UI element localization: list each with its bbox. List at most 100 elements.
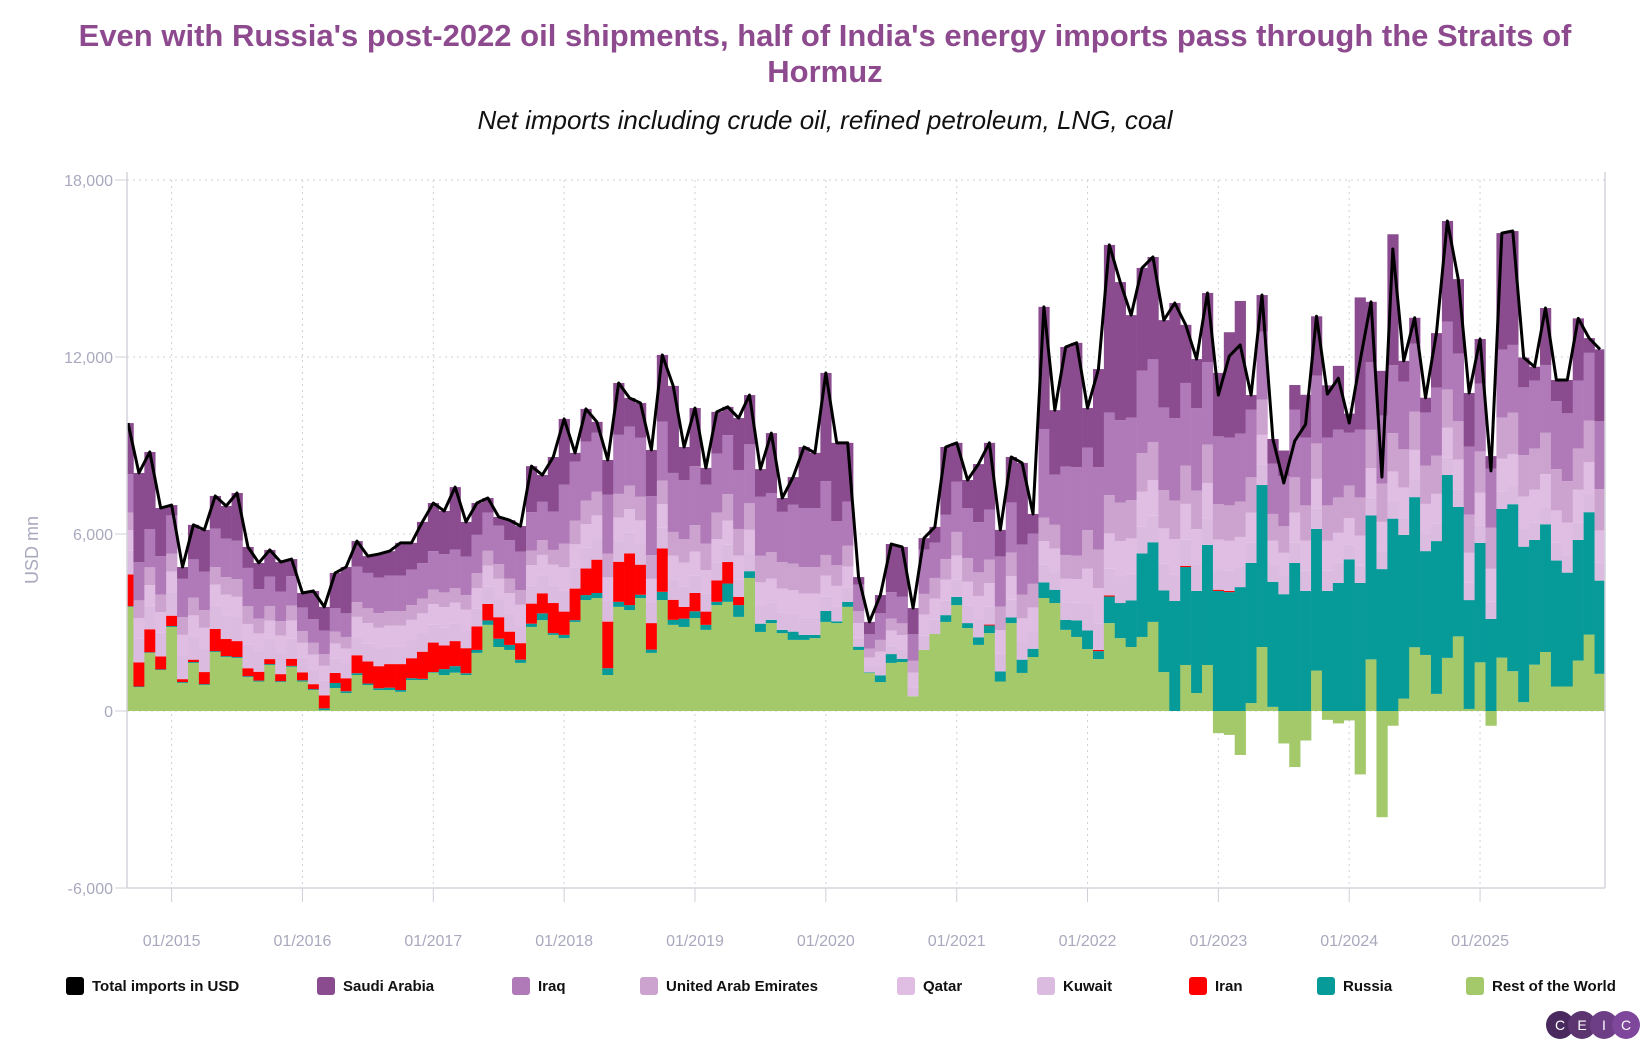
bar-qatar-2020-08 [896,635,908,650]
bar-russia-2018-06 [613,601,625,607]
bar-russia-2025-02 [1485,618,1497,711]
bar-qatar-2022-01 [1082,568,1094,604]
legend-item-rest-of-the-world[interactable]: Rest of the World [1466,977,1616,995]
bar-saudi-arabia-2023-02 [1223,332,1236,438]
bar-russia-2016-01 [297,680,309,682]
bar-kuwait-2019-12 [809,617,821,635]
bar-russia-2016-06 [351,673,363,676]
bar-united-arab-emirates-2022-05 [1125,500,1137,539]
bar-russia-2019-04 [722,583,734,602]
bar-saudi-arabia-2017-04 [460,521,472,557]
bar-kuwait-2018-07 [624,532,636,554]
bar-iraq-2022-06 [1136,370,1148,454]
bar-qatar-2025-07 [1540,474,1552,507]
bar-qatar-2019-07 [754,582,767,606]
bar-iraq-2016-06 [351,566,363,603]
bar-kuwait-2022-09 [1169,574,1181,601]
bar-iraq-2015-09 [253,589,265,619]
bar-iraq-2024-06 [1398,381,1410,450]
bar-russia-2025-07 [1540,524,1552,652]
bar-kuwait-2023-09 [1300,570,1312,591]
bar-united-arab-emirates-2015-02 [177,617,189,635]
bar-russia-2019-09 [776,629,788,634]
bar-iraq-2019-05 [733,469,745,529]
bar-qatar-2018-05 [602,577,614,601]
bar-rest-of-the-world-2025-01 [1474,662,1486,711]
bar-qatar-2023-10 [1311,478,1323,509]
bar-qatar-2016-12 [416,613,429,635]
bar-iran-2016-10 [395,664,407,691]
bar-iraq-2015-08 [242,567,254,607]
bar-iraq-2024-01 [1343,432,1355,486]
bar-kuwait-2025-11 [1583,494,1595,513]
bar-united-arab-emirates-2025-06 [1529,448,1541,490]
bar-iraq-2016-03 [318,630,331,655]
bar-saudi-arabia-2017-03 [449,487,461,550]
bar-qatar-2015-12 [286,620,298,639]
bar-qatar-2021-11 [1060,578,1072,603]
legend-item-saudi-arabia[interactable]: Saudi Arabia [317,977,434,995]
bar-saudi-arabia-2016-12 [416,521,429,564]
logo-letter: C [1612,1011,1640,1039]
bar-saudi-arabia-2024-09 [1430,333,1443,388]
bar-rest-of-the-world-2018-04 [591,598,603,711]
bar-saudi-arabia-2018-08 [635,403,647,438]
bar-saudi-arabia-2015-08 [242,546,254,568]
legend-item-kuwait[interactable]: Kuwait [1037,977,1112,995]
bar-saudi-arabia-2025-12 [1594,349,1606,422]
bar-iraq-2021-10 [1049,474,1061,525]
bar-russia-2016-09 [384,687,396,691]
bar-iraq-2025-04 [1507,344,1519,413]
bar-saudi-arabia-2021-04 [983,442,996,510]
bar-rest-of-the-world-2021-11 [1060,629,1072,711]
bar-qatar-2018-01 [558,567,570,591]
bar-united-arab-emirates-2021-09 [1038,517,1050,542]
y-tick-label: 0 [104,704,113,721]
bar-iran-2017-08 [504,631,516,645]
bar-qatar-2022-04 [1114,541,1126,577]
bar-kuwait-2024-06 [1398,517,1410,535]
bar-saudi-arabia-2019-09 [776,498,788,512]
bar-qatar-2020-04 [853,623,865,638]
bar-qatar-2017-01 [427,604,440,625]
bar-iraq-2020-02 [831,521,843,566]
legend-item-iraq[interactable]: Iraq [512,977,566,995]
bar-united-arab-emirates-2025-09 [1561,481,1574,523]
bar-russia-2020-06 [874,675,887,683]
bar-saudi-arabia-2022-01 [1082,408,1094,448]
bar-united-arab-emirates-2017-12 [547,549,559,565]
bar-kuwait-2024-12 [1463,582,1475,601]
bar-kuwait-2020-03 [842,587,854,602]
legend-item-united-arab-emirates[interactable]: United Arab Emirates [640,977,818,995]
bar-iraq-2017-06 [482,512,494,551]
bar-russia-2015-06 [220,656,232,658]
bar-rest-of-the-world-2024-10 [1441,657,1454,711]
bar-saudi-arabia-2019-11 [798,446,810,509]
bar-qatar-2016-09 [384,625,396,647]
bar-rest-of-the-world-2020-04 [853,649,865,711]
bar-rest-of-the-world-2020-01 [820,621,832,711]
bar-saudi-arabia-2016-11 [406,542,418,570]
bar-united-arab-emirates-2023-09 [1300,505,1312,541]
bar-iran-2018-12 [678,606,690,619]
bar-rest-of-the-world-2019-11 [798,639,810,711]
legend-item-russia[interactable]: Russia [1317,977,1392,995]
bar-saudi-arabia-2015-11 [275,562,287,592]
bar-iraq-2021-12 [1071,467,1083,556]
legend-item-iran[interactable]: Iran [1189,977,1243,995]
legend-item-qatar[interactable]: Qatar [897,977,962,995]
bar-rest-of-the-world-2019-04 [722,601,734,711]
bar-kuwait-2020-02 [831,606,843,622]
legend-item-total-imports-in-usd[interactable]: Total imports in USD [66,977,239,995]
bar-rest-of-the-world-2021-09 [1038,598,1050,711]
bar-saudi-arabia-2023-12 [1332,365,1345,430]
bar-russia-2025-08 [1550,560,1563,687]
bar-iraq-2021-01 [951,481,963,532]
bar-iraq-2021-09 [1038,428,1050,518]
bar-rest-of-the-world-2025-10 [1572,660,1584,711]
bar-russia-2014-10 [133,686,145,688]
bar-russia-2018-12 [678,618,690,627]
bar-kuwait-2015-06 [220,615,232,640]
bar-rest-of-the-world-2015-03 [187,662,200,711]
x-tick-label: 01/2022 [1059,933,1117,950]
